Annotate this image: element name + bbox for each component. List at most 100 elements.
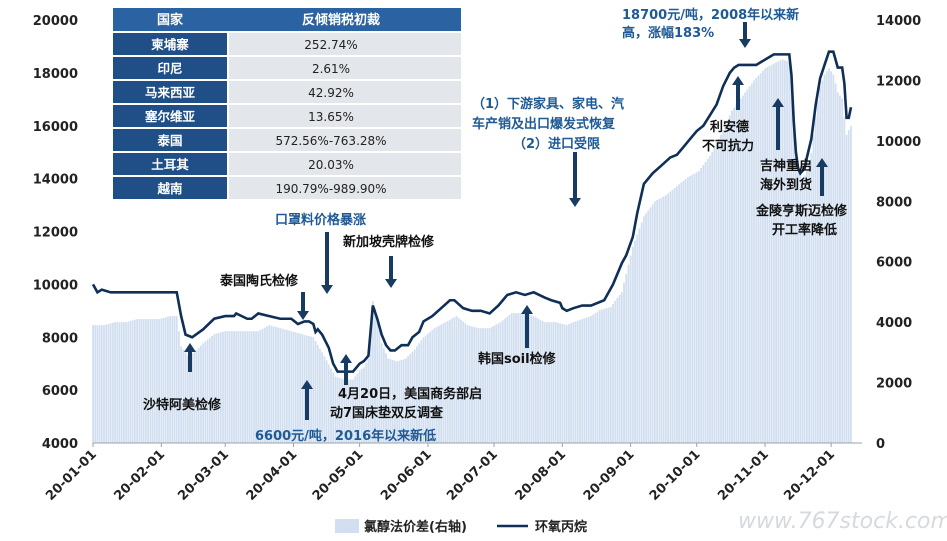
spread-bar bbox=[609, 307, 612, 443]
spread-bar bbox=[347, 379, 350, 443]
spread-bar bbox=[631, 246, 634, 443]
spread-bar bbox=[444, 322, 447, 443]
spread-bar bbox=[596, 311, 599, 443]
spread-bar bbox=[367, 358, 370, 443]
spread-bar bbox=[565, 325, 568, 443]
spread-bar bbox=[219, 332, 222, 443]
spread-bar bbox=[761, 70, 764, 443]
left-tick-label: 10000 bbox=[33, 278, 78, 293]
spread-bar bbox=[365, 362, 368, 443]
spread-bar bbox=[640, 222, 643, 443]
spread-bar bbox=[334, 376, 337, 443]
spread-bar bbox=[830, 71, 833, 444]
spread-bar bbox=[330, 368, 332, 443]
spread-bar bbox=[715, 143, 718, 443]
spread-bar bbox=[810, 152, 813, 443]
spread-bar bbox=[817, 101, 819, 443]
spread-bar bbox=[684, 178, 687, 443]
spread-bar bbox=[118, 322, 121, 443]
spread-bar bbox=[704, 162, 707, 443]
spread-bar bbox=[601, 309, 603, 443]
right-tick-label: 14000 bbox=[876, 14, 921, 29]
table-rate: 572.56%-763.28% bbox=[275, 134, 386, 148]
arrow-head bbox=[772, 98, 784, 107]
spread-bar bbox=[323, 356, 326, 443]
spread-bar bbox=[316, 344, 319, 443]
annotations: 沙特阿美检修 泰国陶氏检修 口罩料价格暴涨 新加坡壳牌检修 6600元/吨，20… bbox=[143, 7, 848, 444]
spread-bar bbox=[184, 352, 187, 443]
spread-area-bars bbox=[92, 59, 852, 444]
spread-bar bbox=[142, 319, 145, 443]
spread-bar bbox=[411, 351, 414, 443]
spread-bar bbox=[442, 323, 445, 443]
spread-bar bbox=[559, 323, 562, 443]
annotation-demand-1: （1）下游家具、家电、汽 bbox=[472, 96, 624, 112]
spread-bar bbox=[274, 326, 277, 443]
spread-bar bbox=[623, 282, 625, 443]
x-tick-label: 20-05-01 bbox=[310, 447, 367, 504]
spread-bar bbox=[98, 325, 101, 443]
right-axis-ticks: 0 2000 4000 6000 8000 10000 12000 14000 bbox=[876, 14, 921, 452]
spread-bar bbox=[598, 310, 601, 443]
annotation-april-1: 4月20日，美国商务部启 bbox=[338, 386, 482, 402]
spread-bar bbox=[103, 325, 105, 443]
arrow-head bbox=[184, 343, 196, 352]
table-rate: 2.61% bbox=[312, 62, 350, 76]
spread-bar bbox=[583, 318, 586, 443]
spread-bar bbox=[352, 379, 354, 443]
spread-bar bbox=[713, 147, 716, 443]
table-country: 柬埔寨 bbox=[150, 37, 189, 52]
left-tick-label: 16000 bbox=[33, 120, 78, 135]
price-line bbox=[91, 50, 853, 373]
spread-bar bbox=[486, 328, 489, 443]
spread-bar bbox=[482, 328, 484, 443]
spread-bar bbox=[561, 323, 564, 443]
spread-bar bbox=[563, 324, 566, 443]
spread-bar bbox=[279, 328, 282, 443]
spread-bar bbox=[215, 333, 218, 443]
x-tick-label: 20-04-01 bbox=[244, 447, 301, 504]
table-header-country: 国家 bbox=[157, 12, 184, 28]
spread-bar bbox=[825, 71, 828, 444]
spread-bar bbox=[799, 175, 802, 443]
spread-bar bbox=[576, 320, 579, 443]
spread-bar bbox=[144, 319, 147, 443]
spread-bar bbox=[585, 317, 588, 443]
right-tick-label: 2000 bbox=[876, 377, 912, 392]
spread-bar bbox=[374, 308, 376, 443]
table-country-cell bbox=[113, 105, 227, 127]
spread-bar bbox=[281, 328, 284, 443]
spread-bar bbox=[484, 328, 487, 443]
table-country-cell bbox=[113, 129, 227, 151]
spread-bar bbox=[387, 358, 390, 443]
spread-bar bbox=[217, 333, 220, 443]
spread-bar bbox=[409, 353, 412, 443]
table-value-cell bbox=[229, 129, 461, 151]
spread-bar bbox=[739, 98, 742, 443]
spread-bar bbox=[607, 307, 610, 443]
spread-bar bbox=[233, 331, 235, 443]
spread-bar bbox=[614, 300, 617, 443]
spread-bar bbox=[618, 294, 621, 443]
spread-bar bbox=[836, 92, 839, 443]
table-country: 塞尔维亚 bbox=[145, 109, 196, 124]
spread-bar bbox=[473, 326, 476, 443]
right-tick-label: 12000 bbox=[876, 74, 921, 89]
spread-bar bbox=[261, 328, 264, 443]
spread-bar bbox=[122, 322, 125, 443]
spread-bar bbox=[493, 325, 495, 443]
spread-bar bbox=[689, 175, 692, 443]
spread-bar bbox=[625, 273, 628, 443]
spread-bar bbox=[841, 98, 844, 443]
spread-bar bbox=[806, 171, 808, 443]
spread-bar bbox=[722, 129, 725, 444]
left-axis-ticks: 4000 6000 8000 10000 12000 14000 16000 18000 200… bbox=[33, 14, 78, 452]
spread-bar bbox=[349, 379, 352, 443]
spread-bar bbox=[783, 60, 786, 443]
spread-bar bbox=[777, 61, 780, 443]
annotation-thai-dow: 泰国陶氏检修 bbox=[219, 273, 299, 289]
spread-bar bbox=[497, 323, 500, 443]
spread-bar bbox=[843, 116, 846, 443]
spread-bar bbox=[446, 320, 449, 443]
left-tick-label: 4000 bbox=[42, 437, 78, 452]
